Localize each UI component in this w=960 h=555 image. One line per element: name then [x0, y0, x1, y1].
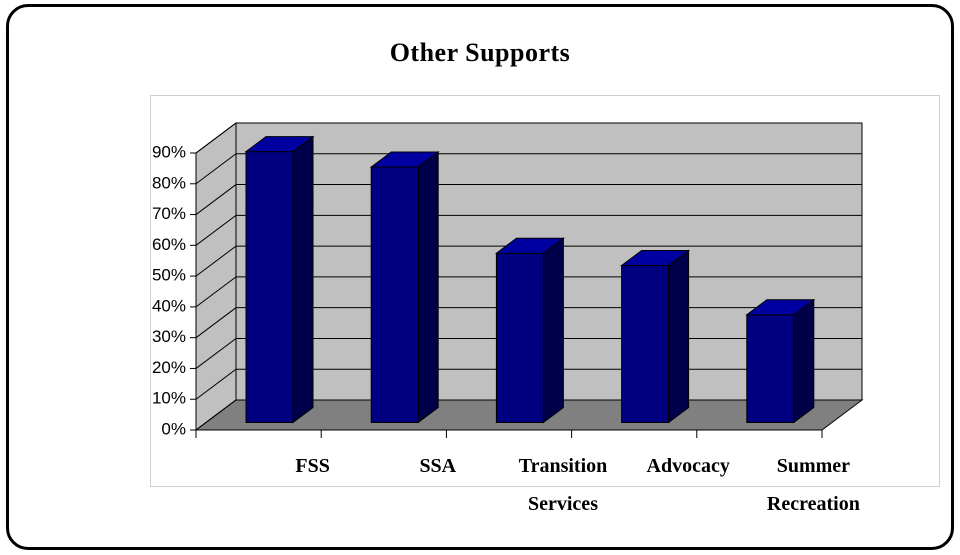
y-tick-label: 40% [152, 296, 186, 315]
x-tick-label: Transition Services [518, 455, 608, 515]
x-tick-label: Summer Recreation [766, 455, 860, 515]
bar-front [746, 314, 795, 423]
x-tick-label: Advocacy [646, 455, 730, 477]
y-tick-label: 70% [152, 204, 186, 223]
bar-front [495, 252, 544, 423]
grid-line [195, 214, 862, 246]
bar-front [370, 166, 419, 423]
x-tick-label: SSA [419, 455, 457, 477]
bar-side [542, 237, 564, 424]
y-tick-label: 30% [152, 327, 186, 346]
bar [494, 237, 565, 424]
bar-front [245, 151, 294, 423]
y-tick-label: 50% [152, 266, 186, 285]
chart-title: Other Supports [389, 38, 571, 67]
y-tick-label: 90% [152, 142, 186, 161]
bar-top [745, 299, 816, 316]
bar-top [244, 136, 315, 153]
grid-line [195, 153, 862, 185]
y-tick-label: 80% [152, 173, 186, 192]
bar [369, 151, 440, 424]
bar-top [494, 237, 565, 254]
bar-top [620, 250, 691, 267]
bar [745, 298, 816, 424]
bar [620, 249, 691, 424]
y-tick-label: 10% [152, 389, 186, 408]
bar-side [417, 151, 439, 424]
bar-top [369, 151, 440, 168]
x-tick-label: FSS [295, 455, 330, 477]
plot-area [150, 95, 940, 487]
y-tick-label: 60% [152, 235, 186, 254]
bar-side [292, 135, 314, 424]
bar-front [621, 265, 670, 423]
grid-line [195, 122, 862, 154]
bar-side [668, 249, 690, 424]
bar [244, 135, 315, 424]
y-tick-label: 20% [152, 358, 186, 377]
grid-line [195, 184, 862, 215]
grid-line [195, 245, 862, 277]
bar-side [793, 298, 815, 424]
y-tick-label: 0% [161, 419, 186, 438]
